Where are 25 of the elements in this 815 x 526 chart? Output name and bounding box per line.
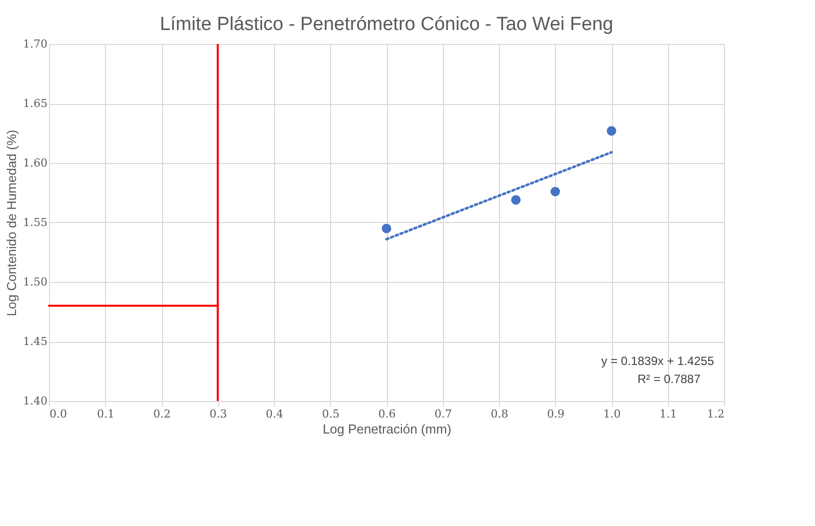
y-tick-label: 1.60: [23, 156, 48, 170]
x-tick-label: 0.2: [153, 408, 171, 420]
y-tick-label: 1.50: [23, 276, 48, 288]
y-tick-label: 1.65: [23, 97, 48, 110]
y-axis-title: Log Contenido de Humedad (%): [4, 130, 20, 316]
x-axis-title: Log Penetración (mm): [322, 422, 452, 436]
y-tick-label: 1.45: [23, 335, 48, 348]
chart-title: Límite Plástico - Penetrómetro Cónico - Tao Wei Feng: [160, 14, 614, 35]
x-tick-label: 0.5: [322, 408, 340, 420]
x-tick-label: 0.8: [490, 408, 508, 420]
x-tick-label: 0.0: [50, 408, 67, 420]
x-tick-label: 0.1: [97, 408, 114, 420]
y-tick-label: 1.55: [23, 216, 48, 229]
x-tick-label: 0.4: [266, 408, 284, 420]
x-tick-label: 1.1: [660, 408, 677, 420]
x-tick-label: 1.2: [707, 408, 724, 420]
x-tick-label: 0.9: [547, 408, 564, 420]
x-tick-label: 1.0: [603, 408, 621, 420]
x-tick-label: 0.3: [210, 408, 227, 420]
y-tick-label: 1.70: [23, 38, 48, 50]
annotation: y = 0.1839x + 1.4255: [601, 354, 714, 368]
x-tick-label: 0.6: [378, 408, 396, 420]
y-tick-label: 1.40: [23, 394, 48, 408]
annotation: R² = 0.7887: [637, 372, 701, 386]
x-tick-label: 0.7: [434, 408, 452, 420]
